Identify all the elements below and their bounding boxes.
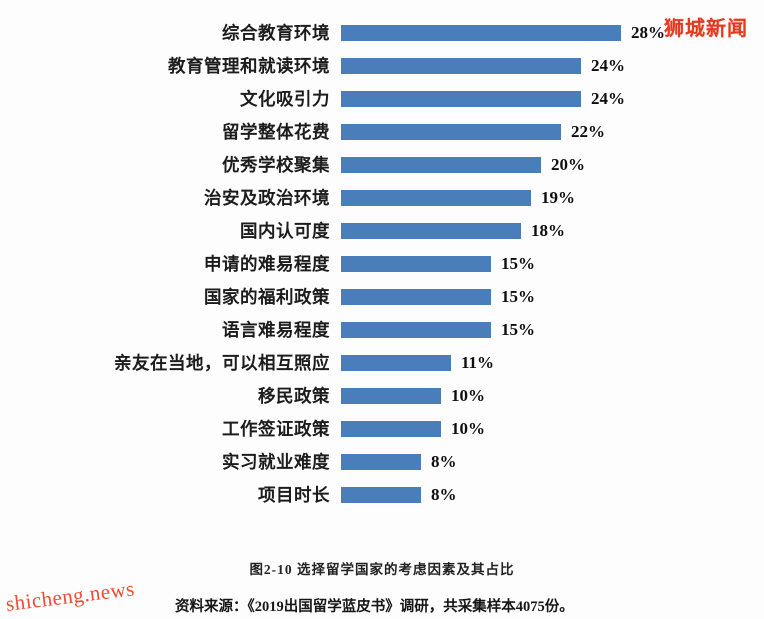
bar: [341, 222, 521, 239]
bar: [341, 90, 581, 107]
category-label: 移民政策: [258, 386, 330, 406]
bar: [341, 57, 581, 74]
bar-row: 综合教育环境 28%: [0, 16, 764, 49]
value-label: 10%: [451, 418, 485, 438]
value-label: 22%: [571, 121, 605, 141]
bar-row: 文化吸引力 24%: [0, 82, 764, 115]
value-label: 18%: [531, 220, 565, 240]
figure-caption: 图2-10 选择留学国家的考虑因素及其占比: [249, 562, 515, 577]
value-label: 10%: [451, 385, 485, 405]
bar-row: 留学整体花费 22%: [0, 115, 764, 148]
value-label: 28%: [631, 22, 665, 42]
bar: [341, 123, 561, 140]
bar-row: 优秀学校聚集 20%: [0, 148, 764, 181]
bar-row: 治安及政治环境 19%: [0, 181, 764, 214]
category-label: 国内认可度: [240, 221, 330, 241]
bar-row: 申请的难易程度 15%: [0, 247, 764, 280]
bar-row: 国内认可度 18%: [0, 214, 764, 247]
bar: [341, 255, 491, 272]
bar: [341, 156, 541, 173]
bar: [341, 24, 621, 41]
bar-row: 语言难易程度 15%: [0, 313, 764, 346]
bar: [341, 486, 421, 503]
value-label: 24%: [591, 88, 625, 108]
value-label: 15%: [501, 253, 535, 273]
category-label: 治安及政治环境: [204, 188, 330, 208]
bar-row: 项目时长 8%: [0, 478, 764, 511]
bar: [341, 321, 491, 338]
category-label: 留学整体花费: [222, 122, 330, 142]
source-note: 资料来源：《2019出国留学蓝皮书》调研，共采集样本4075份。: [175, 599, 574, 615]
bar: [341, 387, 441, 404]
category-label: 亲友在当地，可以相互照应: [114, 353, 330, 373]
bar-row: 亲友在当地，可以相互照应 11%: [0, 346, 764, 379]
site-watermark-bottom: shicheng.news: [4, 576, 136, 616]
bar: [341, 288, 491, 305]
category-label: 工作签证政策: [222, 419, 330, 439]
value-label: 11%: [461, 352, 495, 372]
category-label: 申请的难易程度: [204, 254, 330, 274]
bar-row: 实习就业难度 8%: [0, 445, 764, 478]
value-label: 15%: [501, 319, 535, 339]
category-label: 优秀学校聚集: [222, 155, 330, 175]
category-label: 国家的福利政策: [204, 287, 330, 307]
value-label: 19%: [541, 187, 575, 207]
value-label: 20%: [551, 154, 585, 174]
category-label: 教育管理和就读环境: [168, 56, 330, 76]
bar-chart: 综合教育环境 28% 教育管理和就读环境 24% 文化吸引力 24% 留学整体花费 22% 优秀…: [0, 16, 764, 511]
category-label: 项目时长: [258, 485, 330, 505]
value-label: 8%: [431, 484, 457, 504]
value-label: 15%: [501, 286, 535, 306]
bar: [341, 453, 421, 470]
bar-row: 国家的福利政策 15%: [0, 280, 764, 313]
category-label: 语言难易程度: [222, 320, 330, 340]
bar-row: 工作签证政策 10%: [0, 412, 764, 445]
value-label: 24%: [591, 55, 625, 75]
bar-row: 移民政策 10%: [0, 379, 764, 412]
bar: [341, 420, 441, 437]
category-label: 实习就业难度: [222, 452, 330, 472]
category-label: 文化吸引力: [240, 89, 330, 109]
category-label: 综合教育环境: [222, 23, 330, 43]
bar-row: 教育管理和就读环境 24%: [0, 49, 764, 82]
site-watermark-top: 狮城新闻: [664, 18, 748, 40]
bar: [341, 354, 451, 371]
value-label: 8%: [431, 451, 457, 471]
bar: [341, 189, 531, 206]
bar-rows: 综合教育环境 28% 教育管理和就读环境 24% 文化吸引力 24% 留学整体花费 22% 优秀…: [0, 16, 764, 511]
